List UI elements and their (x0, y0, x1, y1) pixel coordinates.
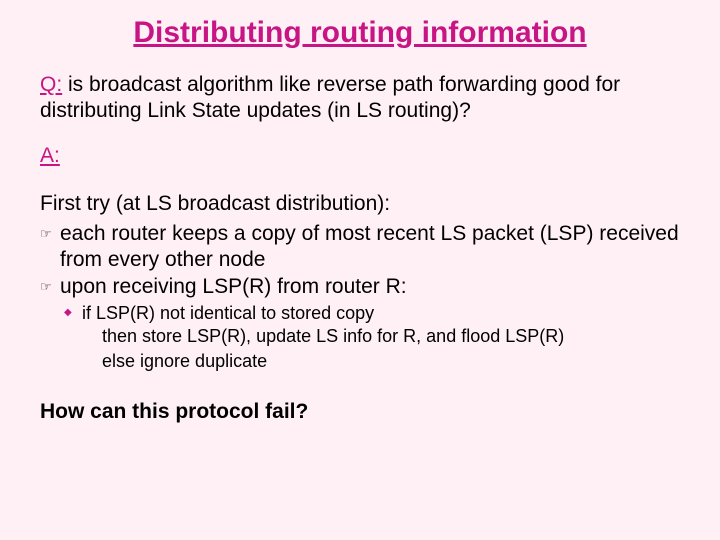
slide-title: Distributing routing information (40, 16, 680, 50)
slide-container: Distributing routing information Q: is b… (0, 0, 720, 445)
sub-bullet-text: if LSP(R) not identical to stored copy (82, 302, 680, 325)
question-block: Q: is broadcast algorithm like reverse p… (40, 72, 680, 125)
q-label: Q: (40, 73, 62, 96)
hand-icon: ☞ (40, 274, 60, 300)
bullet-item: ☞ each router keeps a copy of most recen… (40, 221, 680, 274)
final-question: How can this protocol fail? (40, 399, 680, 425)
answer-label-block: A: (40, 143, 680, 169)
sub-bullet-item: ◆ if LSP(R) not identical to stored copy (64, 302, 680, 325)
bullet-text: upon receiving LSP(R) from router R: (60, 274, 680, 300)
hand-icon: ☞ (40, 221, 60, 247)
sub-line: then store LSP(R), update LS info for R,… (102, 324, 680, 348)
sub-block: ◆ if LSP(R) not identical to stored copy… (64, 302, 680, 373)
diamond-icon: ◆ (64, 302, 82, 324)
sub-line: else ignore duplicate (102, 349, 680, 373)
a-label: A: (40, 144, 60, 167)
bullet-item: ☞ upon receiving LSP(R) from router R: (40, 274, 680, 300)
q-text: is broadcast algorithm like reverse path… (40, 73, 620, 122)
first-try-line: First try (at LS broadcast distribution)… (40, 191, 680, 217)
bullet-text: each router keeps a copy of most recent … (60, 221, 680, 274)
slide-body: Q: is broadcast algorithm like reverse p… (40, 72, 680, 425)
